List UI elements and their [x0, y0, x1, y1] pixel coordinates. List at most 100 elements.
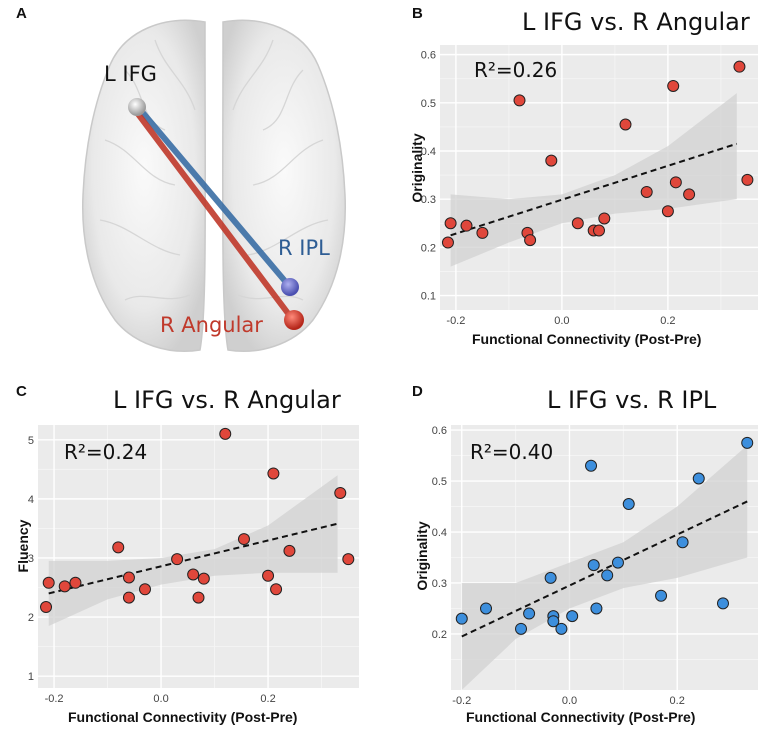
chart-d-y-tick-label: 0.5 — [432, 476, 447, 488]
chart-b-y-tick-label: 0.4 — [421, 146, 436, 158]
chart-b-x-tick-label: -0.2 — [446, 315, 465, 327]
chart-c-point — [192, 591, 205, 604]
chart-b-y-tick-label: 0.3 — [421, 194, 436, 206]
chart-d-point — [587, 559, 600, 572]
chart-d-point — [515, 622, 528, 635]
right-hemisphere — [221, 19, 347, 352]
chart-c-plot: -0.2 0.0 0.2 1 2 3 4 5 — [28, 425, 359, 705]
chart-d-point — [655, 589, 668, 602]
chart-d-point — [692, 472, 705, 485]
chart-b-y-tick-label: 0.5 — [421, 98, 436, 110]
chart-d-point — [676, 536, 689, 549]
chart-b-x-tick-label: 0.0 — [554, 315, 569, 327]
chart-d-x-tick-label: -0.2 — [452, 695, 471, 707]
chart-d-r2: R²=0.40 — [470, 440, 554, 464]
chart-d-x-tick-label: 0.0 — [562, 695, 577, 707]
chart-b-point — [571, 217, 584, 230]
chart-b-confidence-band — [450, 93, 737, 267]
panel-letter-c: C — [16, 383, 27, 400]
panel-letter-a: A — [16, 5, 27, 22]
chart-b-point — [669, 176, 682, 189]
chart-c-point — [139, 583, 151, 596]
chart-b-y-tick-label: 0.2 — [421, 242, 436, 254]
chart-b-title: L IFG vs. R Angular — [522, 8, 750, 36]
chart-d-point — [585, 459, 598, 472]
chart-c-point — [283, 544, 296, 557]
lifg-node — [128, 98, 146, 116]
chart-c-point — [122, 571, 135, 584]
rangular-node — [284, 310, 304, 330]
chart-d-point — [741, 436, 754, 449]
chart-c-y-tick-label: 1 — [28, 671, 34, 683]
chart-c-title: L IFG vs. R Angular — [113, 386, 341, 414]
chart-b-point — [598, 212, 611, 225]
chart-b-point — [640, 185, 653, 198]
chart-c-point — [40, 601, 53, 614]
chart-c-point — [42, 576, 55, 589]
chart-b-plot: -0.2 0.0 0.2 0.1 0.2 0.3 0.4 0.5 0.6 — [421, 45, 758, 327]
chart-c-point — [187, 568, 200, 581]
chart-b-point — [545, 154, 558, 167]
panel-letter-d: D — [412, 383, 423, 400]
left-hemisphere — [81, 19, 207, 352]
lifg-rangular-connection — [132, 107, 296, 323]
chart-b-r2: R²=0.26 — [474, 58, 558, 82]
chart-c-y-tick-label: 5 — [28, 435, 34, 447]
chart-b-point — [667, 79, 680, 92]
chart-b-point — [460, 219, 473, 232]
chart-d-point — [611, 556, 624, 569]
chart-d-ylabel: Originality — [414, 521, 430, 591]
chart-c-point — [219, 427, 232, 440]
chart-c-point — [69, 576, 82, 589]
brain-illustration — [81, 19, 347, 352]
chart-d-point — [601, 569, 614, 582]
chart-c-point — [197, 572, 210, 585]
chart-d-plot: -0.2 0.0 0.2 0.2 0.3 0.4 0.5 0.6 — [432, 425, 758, 707]
chart-c-point — [342, 553, 355, 566]
chart-d-point — [716, 597, 729, 610]
chart-d-point — [566, 610, 579, 623]
chart-d-point — [547, 615, 560, 628]
panel-letter-b: B — [412, 5, 423, 22]
chart-b-xlabel: Functional Connectivity (Post-Pre) — [472, 331, 702, 347]
chart-c-confidence-band — [48, 475, 338, 626]
chart-c-point — [270, 583, 283, 596]
chart-d-point — [590, 602, 603, 615]
chart-d-point — [523, 607, 536, 620]
chart-c-y-tick-label: 2 — [28, 612, 34, 624]
chart-d-fit-line — [461, 500, 748, 638]
chart-d-point — [555, 622, 568, 635]
chart-d-y-tick-label: 0.4 — [432, 527, 447, 539]
chart-c-point — [267, 467, 280, 480]
chart-c-y-tick-label: 3 — [28, 553, 34, 565]
chart-c-point — [122, 591, 135, 604]
chart-d-y-tick-label: 0.3 — [432, 578, 447, 590]
chart-c-point — [112, 541, 125, 554]
chart-b-y-tick-label: 0.1 — [421, 291, 436, 303]
chart-c-point — [334, 486, 347, 499]
chart-c-y-tick-label: 4 — [28, 494, 34, 506]
ripl-label: R IPL — [278, 236, 330, 260]
chart-d-point — [622, 497, 635, 510]
chart-b-x-tick-label: 0.2 — [660, 315, 675, 327]
chart-d-confidence-band — [461, 445, 748, 690]
chart-b-point — [444, 217, 457, 230]
chart-b-point — [593, 224, 605, 237]
lifg-label: L IFG — [104, 62, 157, 86]
chart-c-xlabel: Functional Connectivity (Post-Pre) — [68, 709, 298, 725]
chart-b-point — [441, 236, 454, 249]
chart-d-point — [544, 571, 557, 584]
chart-c-point — [171, 553, 184, 566]
chart-c-r2: R²=0.24 — [64, 440, 148, 464]
chart-d-point — [455, 612, 468, 625]
ripl-node — [281, 278, 299, 296]
chart-b-point — [524, 234, 537, 247]
chart-d-y-tick-label: 0.2 — [432, 629, 447, 641]
chart-b-point — [476, 226, 489, 239]
chart-c-point — [237, 533, 250, 546]
chart-b-point — [661, 205, 674, 218]
chart-d-point — [480, 602, 493, 615]
chart-b-fit-line — [450, 142, 738, 237]
chart-b-point — [619, 118, 632, 131]
chart-c-ylabel: Fluency — [15, 519, 31, 573]
